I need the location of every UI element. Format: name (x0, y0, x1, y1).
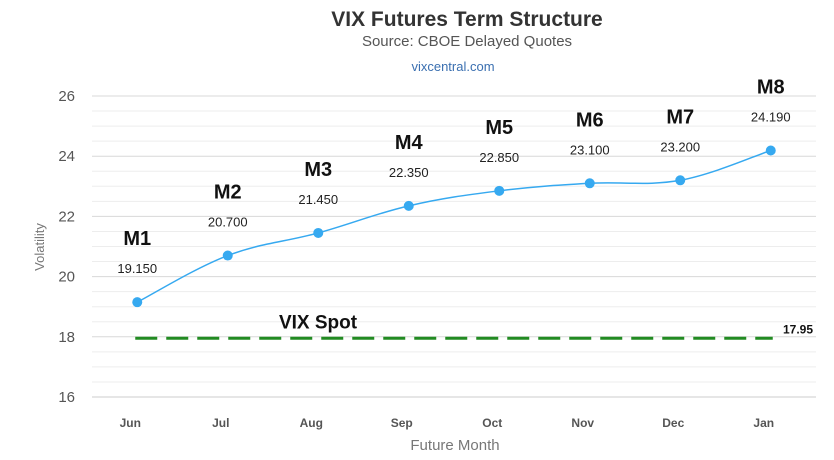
data-value-label: 22.350 (389, 165, 429, 180)
contract-month-label: M4 (395, 132, 424, 154)
y-tick-label: 18 (58, 329, 75, 346)
contract-month-label: M6 (576, 109, 604, 131)
vix-spot-series: VIX Spot 17.95 (135, 312, 813, 340)
y-axis-label: Volatility (32, 223, 47, 271)
futures-series: 19.150 M1 20.700 M2 21.450 M3 22.350 M4 22.850 M5… (117, 76, 791, 308)
contract-month-label: M3 (304, 159, 332, 181)
data-value-label: 19.150 (117, 261, 157, 276)
data-value-label: 24.190 (751, 109, 791, 124)
chart-title: VIX Futures Term Structure (331, 8, 603, 31)
y-tick-label: 24 (58, 148, 75, 165)
grid-lines (92, 95, 816, 383)
contract-month-label: M1 (123, 228, 151, 250)
x-tick-label: Jun (120, 416, 141, 430)
vix-spot-value-label: 17.95 (783, 322, 813, 336)
x-tick-label: Dec (662, 416, 684, 430)
data-value-label: 23.100 (570, 142, 610, 157)
data-value-label: 20.700 (208, 215, 248, 230)
futures-data-point[interactable] (494, 185, 505, 196)
y-tick-label: 16 (58, 389, 75, 406)
futures-data-point[interactable] (222, 250, 233, 261)
y-axis-ticks: 16 18 20 22 24 26 (58, 88, 75, 406)
contract-month-label: M7 (666, 106, 694, 128)
contract-month-label: M8 (757, 76, 785, 98)
x-tick-label: Jul (212, 416, 229, 430)
chart-credit: vixcentral.com (411, 59, 494, 74)
x-tick-label: Oct (482, 416, 502, 430)
x-axis-ticks: Jun Jul Aug Sep Oct Nov Dec Jan (120, 416, 775, 430)
x-axis-label: Future Month (410, 437, 499, 454)
x-tick-label: Aug (300, 416, 323, 430)
futures-data-point[interactable] (675, 175, 686, 186)
chart-subtitle: Source: CBOE Delayed Quotes (362, 33, 572, 50)
data-value-label: 22.850 (479, 150, 519, 165)
futures-data-point[interactable] (584, 178, 595, 189)
data-value-label: 23.200 (660, 139, 700, 154)
y-tick-label: 26 (58, 88, 75, 105)
futures-data-point[interactable] (313, 227, 324, 238)
data-value-label: 21.450 (298, 192, 338, 207)
y-tick-label: 22 (58, 208, 75, 225)
x-tick-label: Sep (391, 416, 413, 430)
y-tick-label: 20 (58, 269, 75, 286)
futures-data-point[interactable] (132, 297, 143, 308)
futures-data-point[interactable] (765, 145, 776, 156)
vix-spot-label: VIX Spot (279, 312, 358, 333)
futures-data-point[interactable] (403, 200, 414, 211)
x-tick-label: Nov (571, 416, 594, 430)
x-tick-label: Jan (753, 416, 774, 430)
contract-month-label: M2 (214, 182, 242, 204)
contract-month-label: M5 (485, 117, 513, 139)
